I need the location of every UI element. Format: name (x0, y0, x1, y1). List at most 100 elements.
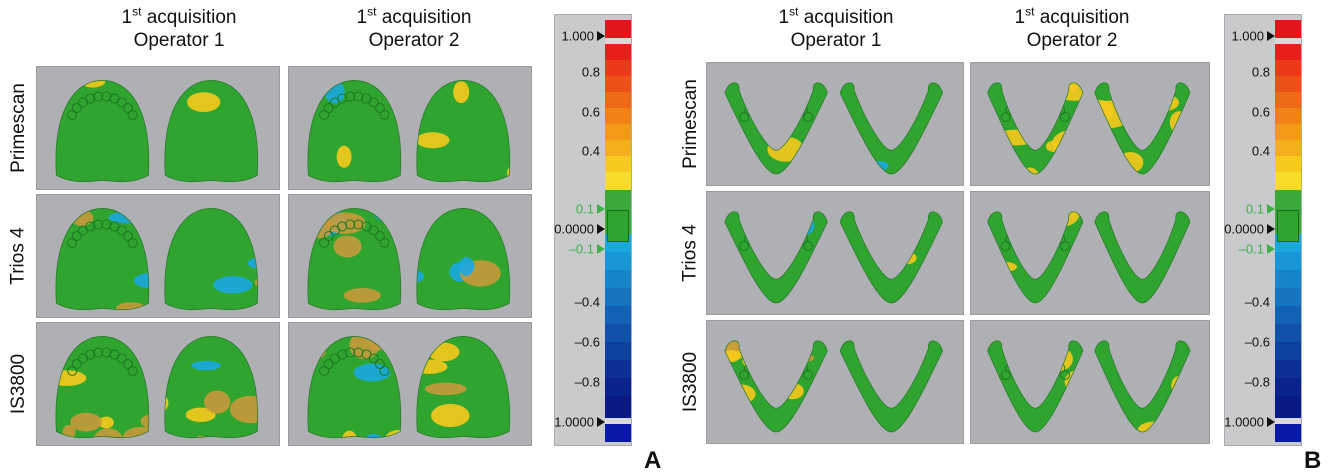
scale-tick-label: 0.1 (1245, 201, 1264, 217)
scale-tick-label: –0.8 (1244, 374, 1270, 390)
scale-swatch (1275, 44, 1301, 60)
scan-image (987, 82, 1191, 175)
scale-swatch (1275, 270, 1301, 288)
scan-tile (36, 322, 280, 446)
scale-swatch (1275, 252, 1301, 270)
scale-swatch (605, 156, 631, 172)
scale-swatch (605, 92, 631, 108)
scale-swatch (1275, 156, 1301, 172)
scale-swatch (1275, 424, 1301, 442)
scale-swatch (1275, 172, 1301, 190)
scale-swatch (605, 306, 631, 324)
panel-letter: A (644, 447, 662, 474)
row-label-is3800: IS3800 (8, 353, 30, 415)
scale-swatch (1275, 378, 1301, 396)
scale-swatch (605, 288, 631, 306)
scale-swatch (1275, 20, 1301, 38)
scale-tick-label: –0.4 (1244, 294, 1270, 310)
scan-image (307, 208, 511, 311)
scale-swatch (1275, 324, 1301, 342)
scan-tile (36, 194, 280, 318)
scale-swatch (605, 172, 631, 190)
scale-pointer-icon (1267, 204, 1275, 214)
scale-tick-label: 1.000 (561, 28, 594, 44)
color-scale: 1.000 0.8 0.6 0.4 0.1 0.0000 –0.1 –0.4 –0.6 –0.8 1… (554, 14, 632, 446)
row-label-primescan: Primescan (680, 79, 701, 169)
scale-tick-label: 1.000 (1231, 28, 1264, 44)
scale-swatch (605, 76, 631, 92)
row-label-trios-4: Trios 4 (680, 224, 701, 282)
scale-swatch (605, 360, 631, 378)
scan-tile (288, 194, 532, 318)
scale-swatch (1275, 418, 1301, 424)
zero-band (1277, 210, 1299, 242)
column-header-operator-2: 1st acquisition Operator 2 (1014, 4, 1130, 51)
scale-tick-label: 1.0000 (554, 414, 594, 430)
column-header-operator-1: 1st acquisition Operator 1 (778, 4, 894, 51)
scale-swatch (1275, 396, 1301, 418)
scale-swatch (605, 396, 631, 418)
scale-tick-label: –0.1 (1238, 241, 1264, 257)
scale-pointer-icon (597, 244, 605, 254)
scale-pointer-icon (597, 31, 605, 41)
scan-image (55, 336, 259, 439)
scale-swatch (1275, 92, 1301, 108)
column-header-operator-1: 1st acquisition Operator 1 (121, 4, 237, 51)
scale-swatch (605, 108, 631, 124)
scale-tick-label: 0.4 (1251, 143, 1270, 159)
scale-swatch (1275, 360, 1301, 378)
scale-swatch (1275, 140, 1301, 156)
scan-tile (706, 62, 964, 186)
scale-swatch (1275, 38, 1301, 44)
scale-swatch (605, 44, 631, 60)
scale-pointer-icon (597, 204, 605, 214)
scan-tile (706, 320, 964, 444)
scale-swatch (605, 20, 631, 38)
scale-tick-label: 0.8 (1251, 64, 1270, 80)
scale-swatch (605, 270, 631, 288)
scale-swatch (605, 342, 631, 360)
scan-tile (970, 320, 1210, 444)
scan-tile (970, 191, 1210, 315)
scale-tick-label: 0.6 (581, 104, 600, 120)
scale-swatch (605, 140, 631, 156)
scale-tick-label: 0.0000 (1224, 221, 1264, 237)
scale-tick-label: –0.6 (574, 334, 600, 350)
scale-swatch (605, 38, 631, 44)
row-label-primescan: Primescan (8, 83, 29, 173)
panel-letter: B (1304, 447, 1322, 474)
scale-swatch (605, 424, 631, 442)
scale-swatch (1275, 76, 1301, 92)
scale-tick-label: 0.4 (581, 143, 600, 159)
panel-a: 1st acquisition Operator 1 1st acquisiti… (8, 4, 662, 474)
scale-swatch (605, 252, 631, 270)
scale-swatch (1275, 108, 1301, 124)
scale-pointer-icon (1267, 244, 1275, 254)
panel-b: 1st acquisition Operator 1 1st acquisiti… (664, 0, 1328, 476)
scan-tile (706, 191, 964, 315)
scale-tick-label: –0.8 (574, 374, 600, 390)
scan-image (55, 208, 259, 311)
color-scale: 1.000 0.8 0.6 0.4 0.1 0.0000 –0.1 –0.4 –0.6 –0.8 1… (1224, 14, 1302, 446)
scan-image (724, 211, 943, 304)
scale-swatch (605, 418, 631, 424)
scale-pointer-icon (1267, 224, 1275, 234)
scale-tick-label: 0.6 (1251, 104, 1270, 120)
scan-image (987, 211, 1191, 304)
scan-image (987, 340, 1191, 433)
scale-tick-label: –0.1 (568, 241, 594, 257)
scale-swatch (1275, 288, 1301, 306)
scale-tick-label: 0.1 (575, 201, 594, 217)
scale-swatch (605, 124, 631, 140)
scan-image (724, 340, 943, 433)
scale-tick-label: –0.4 (574, 294, 600, 310)
scale-tick-label: –0.6 (1244, 334, 1270, 350)
scale-swatch (1275, 306, 1301, 324)
scale-pointer-icon (597, 224, 605, 234)
zero-band (607, 210, 629, 242)
scale-swatch (1275, 342, 1301, 360)
scale-swatch (605, 324, 631, 342)
scale-tick-label: 0.8 (581, 64, 600, 80)
scale-swatch (1275, 124, 1301, 140)
scan-image (724, 82, 943, 175)
